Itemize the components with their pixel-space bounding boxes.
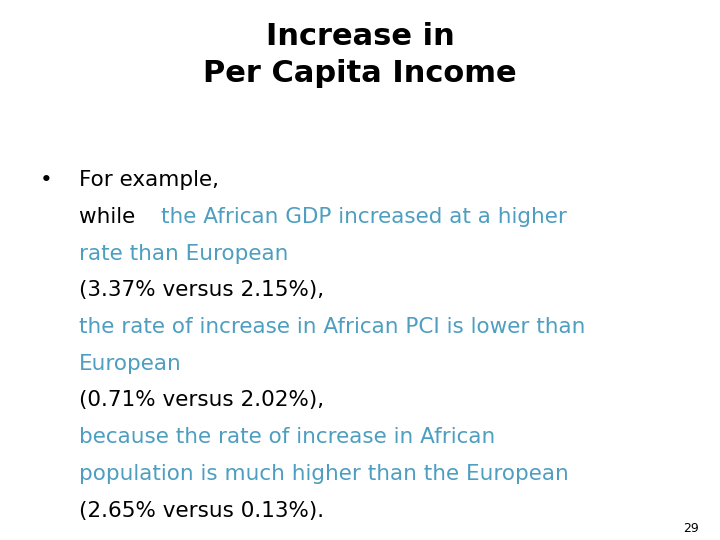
Text: European: European xyxy=(79,354,182,374)
Text: (3.37% versus 2.15%),: (3.37% versus 2.15%), xyxy=(79,280,324,300)
Text: while: while xyxy=(79,207,143,227)
Text: For example,: For example, xyxy=(79,170,219,190)
Text: Increase in
Per Capita Income: Increase in Per Capita Income xyxy=(203,22,517,87)
Text: because the rate of increase in African: because the rate of increase in African xyxy=(79,427,495,447)
Text: rate than European: rate than European xyxy=(79,244,289,264)
Text: the rate of increase in African PCI is lower than: the rate of increase in African PCI is l… xyxy=(79,317,585,337)
Text: •: • xyxy=(40,170,53,190)
Text: (2.65% versus 0.13%).: (2.65% versus 0.13%). xyxy=(79,501,324,521)
Text: population is much higher than the European: population is much higher than the Europ… xyxy=(79,464,569,484)
Text: the African GDP increased at a higher: the African GDP increased at a higher xyxy=(161,207,567,227)
Text: (0.71% versus 2.02%),: (0.71% versus 2.02%), xyxy=(79,390,324,410)
Text: 29: 29 xyxy=(683,522,698,535)
